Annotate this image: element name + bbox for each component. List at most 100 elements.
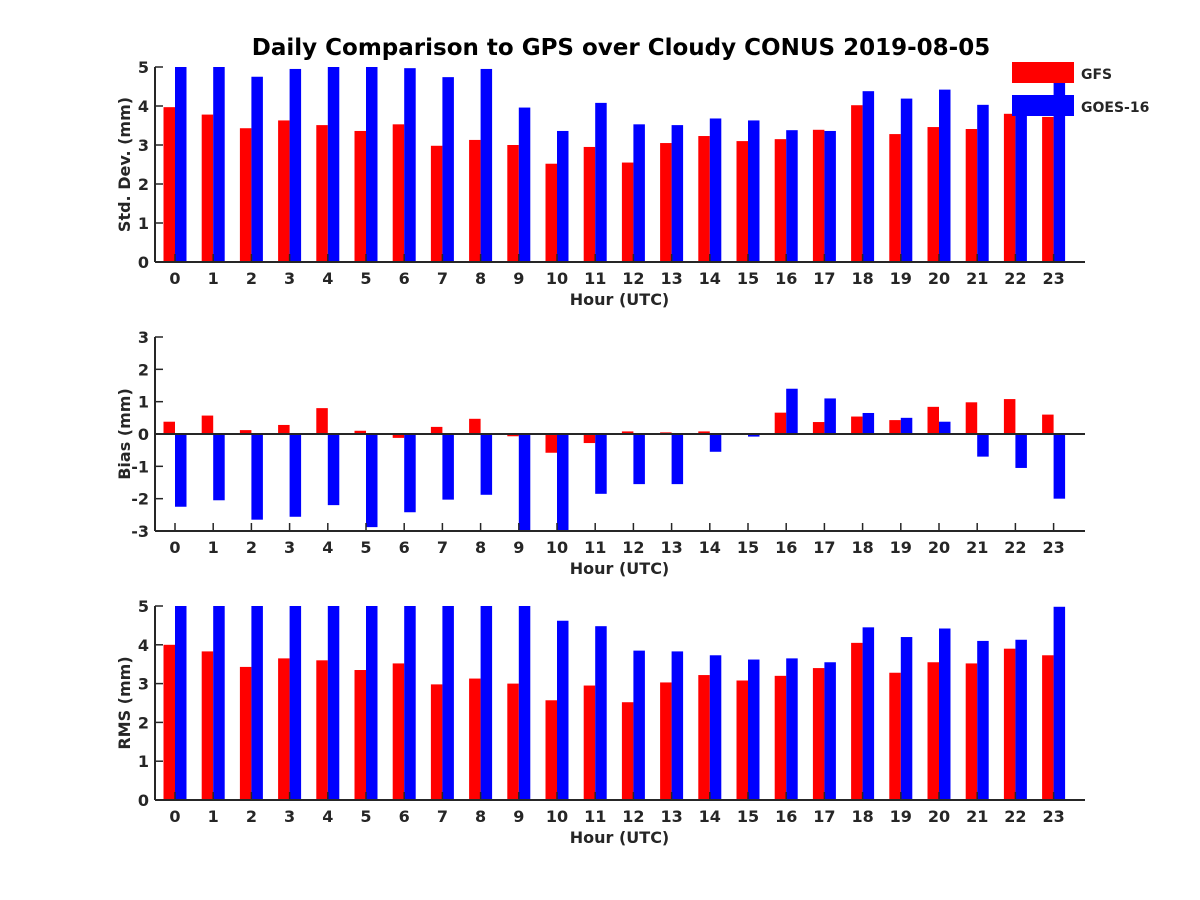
- bar-goes16-hour-7: [442, 77, 454, 262]
- x-tick-label: 6: [399, 538, 410, 557]
- bar-goes16-hour-2: [251, 434, 263, 520]
- y-tick-label: 0: [138, 791, 149, 810]
- legend-label-gfs: GFS: [1081, 67, 1112, 83]
- bar-gfs-hour-2: [239, 430, 252, 434]
- bar-goes16-hour-17: [824, 130, 836, 262]
- bar-gfs-hour-13: [660, 682, 672, 800]
- x-tick-label: 3: [284, 269, 295, 288]
- bar-goes16-hour-7: [442, 606, 454, 800]
- x-tick-label: 20: [928, 269, 950, 288]
- x-tick-label: 13: [660, 807, 682, 826]
- x-tick-label: 6: [399, 807, 410, 826]
- x-tick-label: 9: [513, 807, 524, 826]
- bar-goes16-hour-1: [213, 606, 225, 800]
- bar-goes16-hour-10: [557, 434, 569, 531]
- bar-gfs-hour-3: [278, 658, 290, 800]
- bar-goes16-hour-12: [633, 650, 645, 800]
- bar-goes16-hour-12: [633, 124, 645, 262]
- bar-goes16-hour-9: [518, 434, 531, 531]
- bar-goes16-hour-3: [289, 434, 302, 517]
- x-tick-label: 20: [928, 807, 950, 826]
- x-tick-label: 1: [208, 269, 219, 288]
- bar-gfs-hour-9: [507, 145, 519, 262]
- bar-gfs-hour-14: [698, 675, 710, 800]
- legend-swatch-gfs: [1012, 62, 1074, 83]
- bar-goes16-hour-2: [251, 606, 263, 800]
- bar-goes16-hour-21: [977, 640, 989, 800]
- bar-gfs-hour-1: [201, 651, 214, 800]
- bar-gfs-hour-21: [965, 402, 978, 434]
- x-tick-label: 9: [513, 538, 524, 557]
- legend-swatch-goes16: [1012, 95, 1074, 116]
- bar-goes16-hour-0: [175, 434, 187, 507]
- bar-gfs-hour-23: [1042, 116, 1054, 262]
- bar-goes16-hour-17: [824, 398, 836, 434]
- x-tick-label: 2: [246, 538, 257, 557]
- bar-gfs-hour-21: [965, 663, 978, 800]
- x-tick-label: 16: [775, 538, 797, 557]
- bar-goes16-hour-8: [480, 606, 493, 800]
- x-tick-label: 13: [660, 538, 682, 557]
- bar-gfs-hour-4: [316, 660, 328, 800]
- x-tick-label: 17: [813, 538, 835, 557]
- bar-goes16-hour-20: [939, 628, 951, 800]
- x-tick-label: 23: [1042, 269, 1064, 288]
- bar-goes16-hour-6: [404, 434, 416, 513]
- bar-gfs-hour-19: [889, 420, 901, 434]
- x-tick-label: 6: [399, 269, 410, 288]
- bar-goes16-hour-19: [900, 417, 913, 434]
- legend: GFS GOES-16: [1012, 62, 1149, 116]
- chart-title: Daily Comparison to GPS over Cloudy CONU…: [252, 35, 990, 61]
- bar-gfs-hour-11: [583, 434, 596, 444]
- x-tick-label: 5: [360, 807, 371, 826]
- bar-goes16-hour-15: [748, 120, 760, 263]
- x-tick-label: 3: [284, 807, 295, 826]
- y-tick-label: 3: [138, 136, 149, 155]
- y-axis-label: Bias (mm): [115, 388, 134, 480]
- bar-gfs-hour-17: [812, 129, 825, 262]
- bar-gfs-hour-4: [316, 408, 328, 434]
- bar-goes16-hour-1: [213, 67, 225, 262]
- x-tick-label: 12: [622, 807, 644, 826]
- bar-goes16-hour-20: [939, 89, 951, 263]
- bar-gfs-hour-20: [927, 662, 939, 800]
- bar-gfs-hour-21: [965, 129, 978, 262]
- x-tick-label: 4: [322, 269, 333, 288]
- bar-gfs-hour-9: [507, 683, 519, 800]
- x-tick-label: 22: [1004, 269, 1026, 288]
- x-axis-label: Hour (UTC): [570, 290, 670, 309]
- bar-goes16-hour-23: [1053, 76, 1066, 262]
- x-tick-label: 16: [775, 807, 797, 826]
- x-tick-label: 14: [699, 807, 721, 826]
- bar-goes16-hour-3: [289, 68, 302, 262]
- x-tick-label: 19: [890, 269, 912, 288]
- x-tick-label: 2: [246, 807, 257, 826]
- bar-gfs-hour-6: [392, 434, 405, 438]
- bar-goes16-hour-13: [671, 651, 684, 800]
- x-tick-label: 7: [437, 807, 448, 826]
- x-tick-label: 1: [208, 807, 219, 826]
- bar-goes16-hour-6: [404, 68, 416, 262]
- bar-gfs-hour-0: [163, 107, 175, 262]
- x-tick-label: 22: [1004, 538, 1026, 557]
- bar-goes16-hour-8: [480, 68, 493, 262]
- bar-gfs-hour-16: [774, 675, 787, 800]
- bar-gfs-hour-8: [469, 678, 481, 800]
- x-tick-label: 11: [584, 269, 606, 288]
- bar-gfs-hour-8: [469, 139, 481, 262]
- bar-goes16-hour-21: [977, 104, 989, 262]
- bar-gfs-hour-7: [430, 145, 443, 262]
- x-tick-label: 4: [322, 538, 333, 557]
- y-tick-label: 1: [138, 752, 149, 771]
- bar-gfs-hour-17: [812, 668, 825, 800]
- y-tick-label: -2: [131, 490, 149, 509]
- x-tick-label: 19: [890, 807, 912, 826]
- x-tick-label: 12: [622, 538, 644, 557]
- x-tick-label: 15: [737, 807, 759, 826]
- bar-gfs-hour-18: [851, 416, 863, 434]
- bar-gfs-hour-12: [621, 431, 634, 434]
- bar-gfs-hour-22: [1003, 399, 1016, 434]
- bar-gfs-hour-15: [736, 680, 748, 800]
